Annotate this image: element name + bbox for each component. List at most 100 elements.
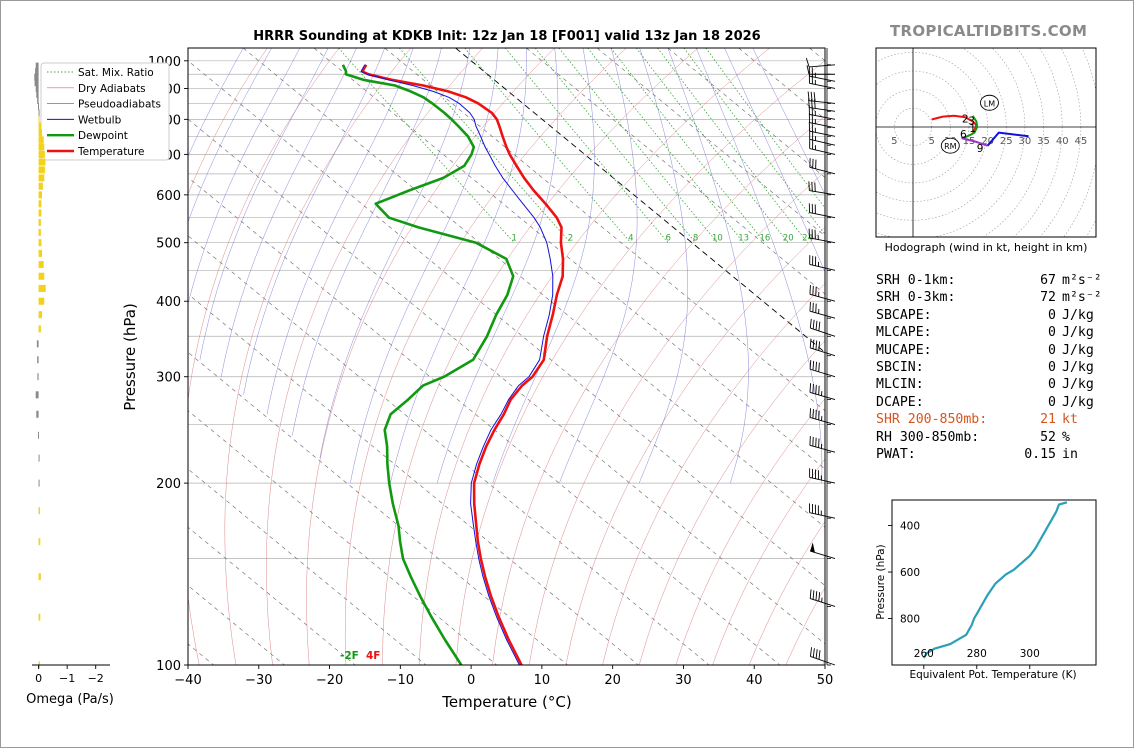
stat-label: SBCAPE: (876, 307, 932, 323)
hodograph-trace (971, 124, 978, 134)
theta-e-axes: 260 280 300 400 600 800 (888, 521, 1040, 669)
y-tick-label: 600 (156, 189, 181, 204)
stat-value: 0.15 (1024, 447, 1056, 463)
surface-temperature-label: 4F (366, 650, 380, 662)
wind-barb-full (815, 649, 818, 659)
omega-bar (38, 150, 45, 158)
surface-dewpoint-label: -2F (340, 650, 359, 662)
omega-bar (36, 410, 39, 418)
dry-adiabat (266, 48, 483, 665)
y-tick-label: 500 (156, 237, 181, 252)
omega-tick-label: −2 (88, 672, 104, 685)
hodograph-ring-label: 30 (1019, 136, 1032, 147)
stat-unit: % (1062, 429, 1070, 445)
omega-bar (34, 79, 39, 87)
moist-adiabat (638, 48, 689, 484)
zero-isotherm (455, 48, 825, 353)
x-tick-label: −10 (387, 673, 414, 688)
wind-barb-full (812, 409, 814, 419)
hodograph-ring-label: 25 (1000, 136, 1013, 147)
legend-label: Sat. Mix. Ratio (78, 67, 154, 79)
wind-barb-full (806, 65, 810, 75)
wind-barb-full (818, 650, 821, 660)
wind-barb-staff (809, 391, 836, 400)
mixing-ratio-label: 2 (568, 234, 573, 244)
wind-barb-staff (809, 148, 836, 155)
dry-adiabat (602, 283, 825, 665)
skewt-frame (187, 47, 826, 666)
isotherm-line (188, 526, 356, 665)
omega-bar (37, 96, 39, 104)
dewpoint-line (341, 64, 515, 665)
stat-value: 0 (1048, 360, 1056, 376)
omega-bar (35, 68, 39, 76)
omega-bar (38, 261, 44, 269)
mixing-ratio-line (587, 48, 745, 243)
wind-barb-staff (809, 512, 836, 519)
omega-bar (38, 325, 41, 333)
moist-adiabat (243, 48, 386, 395)
omega-bar (36, 340, 39, 348)
moist-adiabat (188, 48, 301, 306)
stat-row: PWAT: 0.15 in (876, 446, 1106, 463)
wind-barb-staff (809, 138, 836, 146)
wind-barb-full (809, 338, 812, 348)
y-tick-label: 200 (156, 477, 181, 492)
wind-barb-staff (809, 293, 836, 302)
wind-barb-full (815, 409, 817, 420)
stat-row: MUCAPE: 0 J/kg (876, 342, 1106, 359)
hodograph-height-label: 6 (960, 129, 967, 141)
omega-bar (38, 538, 41, 546)
moist-adiabat (752, 48, 825, 195)
mixing-ratio-label: 36 (846, 234, 857, 244)
omega-bar (38, 218, 41, 226)
wind-barb-full (809, 360, 812, 370)
stat-unit: J/kg (1062, 377, 1094, 393)
wind-barb-full (809, 408, 811, 418)
wind-barb-full (818, 362, 820, 372)
x-tick-label: 10 (534, 673, 551, 688)
omega-bar (38, 573, 41, 581)
stat-label: RH 300-850mb: (876, 429, 980, 445)
omega-bar (38, 228, 41, 236)
stat-unit: in (1062, 447, 1078, 463)
theta-e-xlabel: Equivalent Pot. Temperature (K) (909, 669, 1076, 681)
isotherm-line (188, 410, 497, 665)
stat-row: SHR 200-850mb: 21 kt (876, 411, 1106, 428)
stat-row: MLCIN: 0 J/kg (876, 376, 1106, 393)
theta-e-x-tick-label: 300 (1020, 648, 1040, 660)
mixing-ratio-label: 13 (738, 234, 749, 244)
omega-bar (35, 62, 39, 70)
wind-barb-staff (809, 212, 836, 219)
omega-bar (38, 166, 45, 174)
theta-e-y-tick-label: 800 (900, 614, 920, 626)
isotherm-line (188, 60, 825, 587)
stat-label: MLCIN: (876, 377, 924, 393)
x-tick-label: 30 (675, 673, 692, 688)
stat-row: SRH 0-1km: 67 m²s⁻² (876, 272, 1106, 289)
omega-bar (38, 109, 40, 117)
wind-barb-column (805, 48, 836, 666)
omega-bar (38, 103, 39, 111)
omega-bar (38, 191, 42, 199)
stat-unit: J/kg (1062, 394, 1094, 410)
stat-label: SRH 0-1km: (876, 273, 956, 288)
theta-e-plot-area (922, 501, 1068, 659)
skewt-title: HRRR Sounding at KDKB Init: 12z Jan 18 [… (253, 29, 760, 44)
dry-adiabat (418, 48, 770, 665)
stat-value: 0 (1048, 394, 1056, 410)
y-tick-label: 300 (156, 371, 181, 386)
x-tick-label: 20 (604, 673, 621, 688)
wind-barb-staff (810, 327, 836, 337)
stat-unit: J/kg (1062, 360, 1094, 376)
mixing-ratio-line (398, 48, 571, 243)
wind-barb-staff (809, 444, 836, 453)
moist-adiabat (292, 48, 442, 436)
wind-barb-staff (809, 237, 836, 244)
wind-barb-full (815, 361, 817, 372)
wind-barb-full (812, 360, 815, 371)
wind-barb-staff (809, 130, 836, 137)
stat-row: SBCIN: 0 J/kg (876, 359, 1106, 376)
wind-barb-staff (809, 122, 836, 129)
isotherm-line (313, 48, 825, 470)
